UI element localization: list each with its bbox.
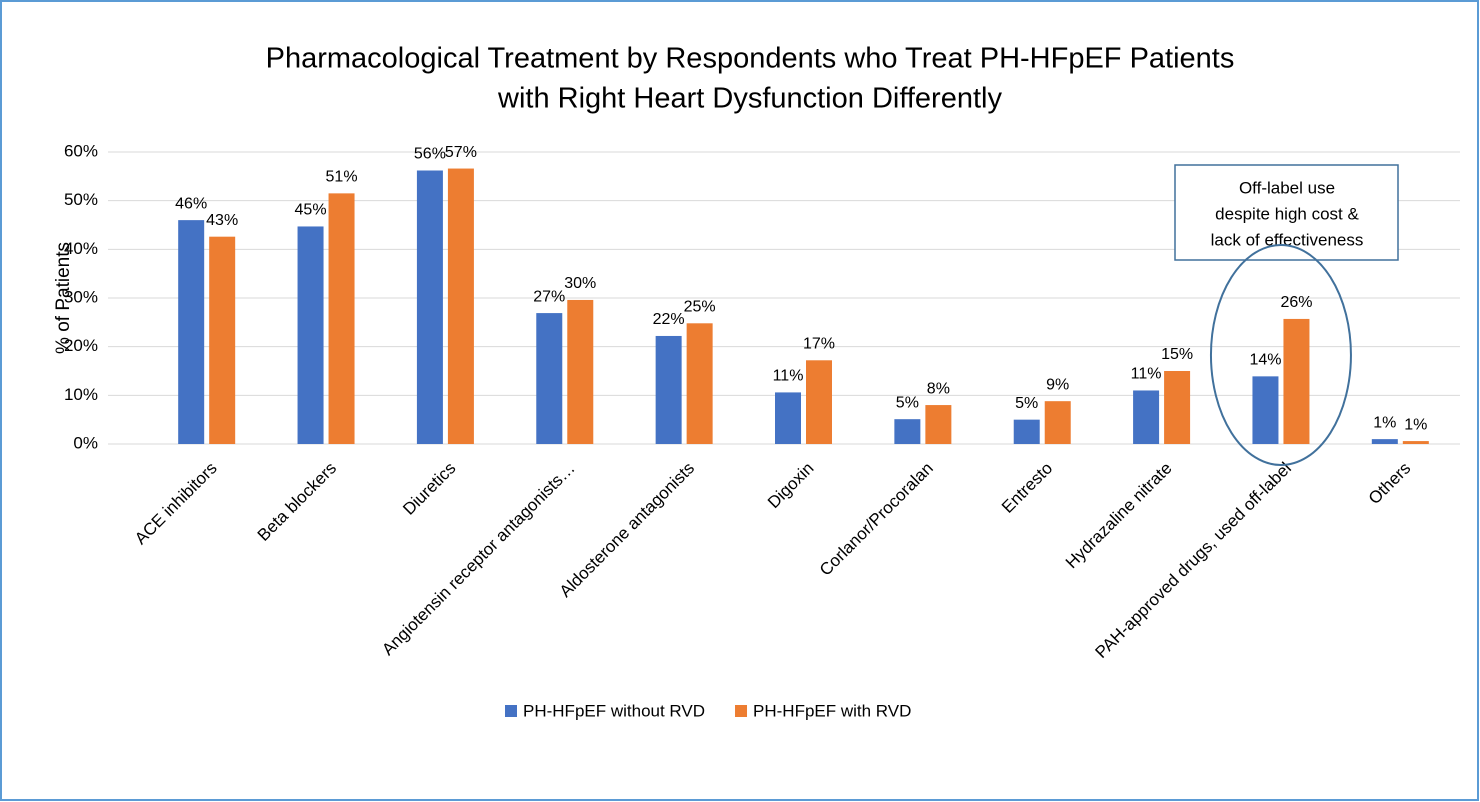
legend-swatch <box>735 705 748 717</box>
y-tick-label: 30% <box>64 287 98 306</box>
bar <box>1013 419 1040 444</box>
y-tick-label: 40% <box>64 239 98 258</box>
bar <box>536 313 563 444</box>
data-label: 5% <box>896 394 919 411</box>
x-tick-label: Corlanor/Procoralan <box>816 459 937 580</box>
y-tick-label: 0% <box>73 433 98 452</box>
x-tick-label: Entresto <box>998 459 1056 517</box>
data-label: 22% <box>653 311 685 328</box>
bar <box>178 220 205 444</box>
data-label: 43% <box>206 212 238 229</box>
data-label: 45% <box>295 202 327 219</box>
data-label: 1% <box>1373 414 1396 431</box>
annotation-box <box>1174 164 1399 261</box>
bar <box>894 419 921 444</box>
data-label: 15% <box>1161 346 1193 363</box>
data-label: 46% <box>175 195 207 212</box>
y-tick-label: 50% <box>64 190 98 209</box>
data-label: 1% <box>1404 416 1427 433</box>
data-label: 30% <box>564 275 596 292</box>
bar <box>1252 376 1279 444</box>
data-label: 8% <box>927 380 950 397</box>
x-tick-label: Hydrazaline nitrate <box>1062 459 1176 573</box>
x-tick-label: PAH-approved drugs, used off-label <box>1092 459 1295 662</box>
bar <box>1164 371 1191 444</box>
data-label: 14% <box>1249 352 1281 369</box>
chart-title: Pharmacological Treatment by Respondents… <box>266 43 1235 75</box>
bar <box>297 226 324 444</box>
bar <box>1402 441 1429 444</box>
bar <box>447 168 474 444</box>
bar <box>567 299 594 444</box>
data-label: 56% <box>414 146 446 163</box>
bar <box>1283 318 1310 444</box>
data-label: 17% <box>803 336 835 353</box>
y-tick-label: 60% <box>64 141 98 160</box>
legend-swatch <box>505 705 517 717</box>
data-label: 11% <box>773 368 804 385</box>
y-axis-label: % of Patients <box>53 242 74 354</box>
annotation-text: lack of effectiveness <box>1211 230 1364 249</box>
bar <box>416 170 443 444</box>
legend-label: PH-HFpEF with RVD <box>753 701 911 720</box>
bar <box>806 360 832 444</box>
bar <box>1044 401 1071 444</box>
bar <box>655 335 682 444</box>
y-tick-label: 10% <box>64 385 98 404</box>
bar <box>686 323 713 444</box>
bar <box>775 392 801 444</box>
bar <box>925 405 952 444</box>
x-tick-label: Others <box>1365 459 1415 509</box>
bar <box>328 193 355 444</box>
x-tick-label: Beta blockers <box>254 459 340 545</box>
data-label: 27% <box>533 288 565 305</box>
data-label: 5% <box>1015 395 1038 412</box>
data-label: 11% <box>1131 366 1162 383</box>
bar <box>209 236 236 444</box>
x-tick-label: Digoxin <box>764 459 818 513</box>
x-tick-label: ACE inhibitors <box>131 459 221 549</box>
highlight-ellipse <box>1209 244 1352 466</box>
data-label: 51% <box>326 169 358 186</box>
annotation-text: despite high cost & <box>1215 204 1359 223</box>
bar <box>1133 390 1160 444</box>
bar <box>1371 439 1398 444</box>
x-tick-label: Angiotensin receptor antagonists… <box>378 459 579 660</box>
data-label: 26% <box>1280 294 1312 311</box>
annotation-text: Off-label use <box>1239 178 1335 197</box>
x-tick-label: Aldosterone antagonists <box>556 459 698 601</box>
legend-label: PH-HFpEF without RVD <box>523 701 705 720</box>
y-tick-label: 20% <box>64 336 98 355</box>
data-label: 57% <box>445 144 477 161</box>
x-tick-label: Diuretics <box>399 459 459 519</box>
data-label: 9% <box>1046 376 1069 393</box>
data-label: 25% <box>684 299 716 316</box>
chart-title: with Right Heart Dysfunction Differently <box>497 83 1002 115</box>
